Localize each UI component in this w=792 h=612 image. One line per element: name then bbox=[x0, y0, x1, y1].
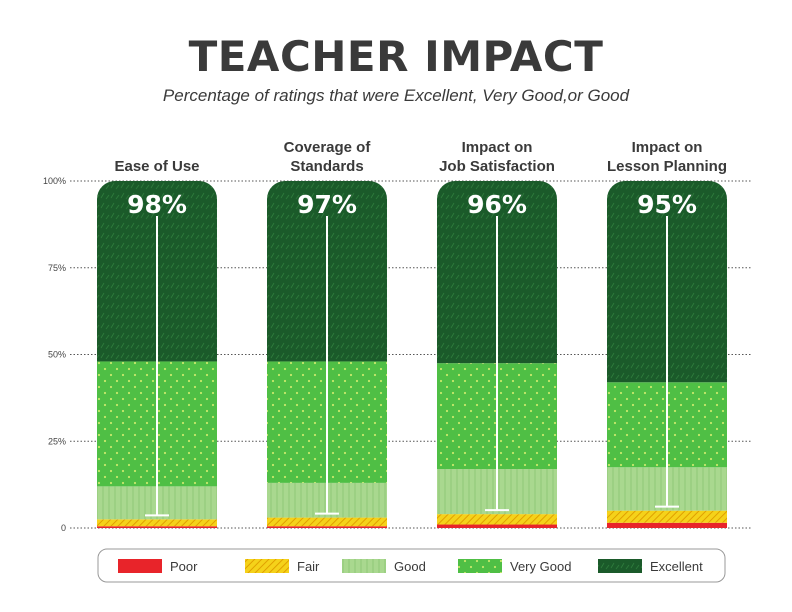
bar-segment-poor bbox=[437, 524, 557, 528]
category-label: Standards bbox=[290, 158, 363, 175]
y-tick-label: 50% bbox=[48, 350, 66, 360]
category-label: Job Satisfaction bbox=[439, 158, 555, 175]
bar-segment-fair bbox=[267, 517, 387, 527]
chart-title: TEACHER IMPACT bbox=[188, 32, 604, 81]
y-tick-label: 100% bbox=[43, 176, 66, 186]
callout-value: 98% bbox=[127, 190, 187, 219]
legend-label: Fair bbox=[297, 559, 320, 574]
legend-label: Good bbox=[394, 559, 426, 574]
legend-label: Very Good bbox=[510, 559, 571, 574]
legend-swatch-excellent bbox=[598, 559, 642, 573]
legend-swatch-good bbox=[342, 559, 386, 573]
legend-swatch-poor bbox=[118, 559, 162, 573]
legend-label: Excellent bbox=[650, 559, 703, 574]
bar-segment-poor bbox=[267, 526, 387, 528]
y-tick-label: 25% bbox=[48, 436, 66, 446]
chart-subtitle: Percentage of ratings that were Excellen… bbox=[162, 86, 630, 105]
category-label: Ease of Use bbox=[114, 158, 199, 175]
category-label: Lesson Planning bbox=[607, 158, 727, 175]
category-label: Impact on bbox=[462, 139, 533, 156]
callout-value: 95% bbox=[637, 190, 697, 219]
callout-value: 97% bbox=[297, 190, 357, 219]
legend-swatch-very_good bbox=[458, 559, 502, 573]
callout-value: 96% bbox=[467, 190, 527, 219]
bar-segment-poor bbox=[97, 526, 217, 528]
y-tick-label: 0 bbox=[61, 523, 66, 533]
category-label: Impact on bbox=[632, 139, 703, 156]
category-label: Coverage of bbox=[284, 139, 372, 156]
bar-segment-fair bbox=[437, 514, 557, 525]
legend-box bbox=[97, 548, 726, 583]
legend-swatch-fair bbox=[245, 559, 289, 573]
bar-segment-poor bbox=[607, 522, 727, 528]
bar-segment-fair bbox=[97, 519, 217, 527]
y-tick-label: 75% bbox=[48, 263, 66, 273]
legend-label: Poor bbox=[170, 559, 198, 574]
bar-segment-fair bbox=[607, 510, 727, 523]
